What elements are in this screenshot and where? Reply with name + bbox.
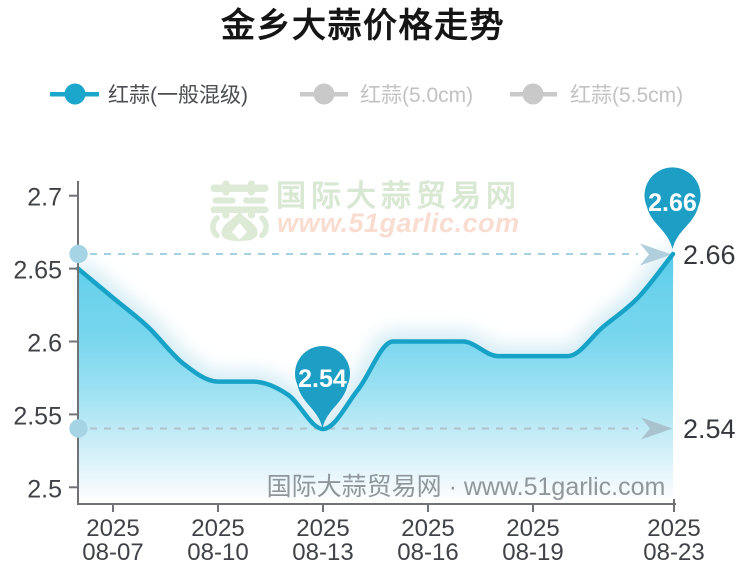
svg-text:国际大蒜贸易网 · www.51garlic.com: 国际大蒜贸易网 · www.51garlic.com xyxy=(267,473,666,501)
svg-text:08-16: 08-16 xyxy=(397,539,458,566)
svg-text:08-07: 08-07 xyxy=(82,539,143,566)
svg-text:08-23: 08-23 xyxy=(643,539,704,566)
svg-text:2.65: 2.65 xyxy=(13,257,62,285)
svg-text:2.54: 2.54 xyxy=(683,414,736,444)
svg-text:08-19: 08-19 xyxy=(502,539,563,566)
svg-text:国际大蒜贸易网: 国际大蒜贸易网 xyxy=(276,180,521,213)
svg-text:2025: 2025 xyxy=(506,515,559,542)
svg-text:2025: 2025 xyxy=(647,515,700,542)
svg-text:2025: 2025 xyxy=(86,515,139,542)
svg-text:2025: 2025 xyxy=(296,515,349,542)
svg-text:2.5: 2.5 xyxy=(27,476,62,504)
svg-text:红蒜(5.0cm): 红蒜(5.0cm) xyxy=(360,84,473,107)
svg-text:金乡大蒜价格走势: 金乡大蒜价格走势 xyxy=(220,6,505,45)
svg-text:2.54: 2.54 xyxy=(298,365,347,393)
svg-text:08-13: 08-13 xyxy=(292,539,353,566)
svg-text:红蒜(5.5cm): 红蒜(5.5cm) xyxy=(570,84,683,107)
svg-text:2.7: 2.7 xyxy=(27,184,62,212)
svg-text:2.55: 2.55 xyxy=(13,403,62,431)
svg-text:2.66: 2.66 xyxy=(648,189,697,217)
svg-text:08-10: 08-10 xyxy=(187,539,248,566)
svg-text:2025: 2025 xyxy=(401,515,454,542)
svg-text:2.6: 2.6 xyxy=(27,330,62,358)
svg-text:红蒜(一般混级): 红蒜(一般混级) xyxy=(108,84,248,107)
svg-text:2025: 2025 xyxy=(191,515,244,542)
svg-text:www.51garlic.com: www.51garlic.com xyxy=(277,208,520,238)
svg-text:2.66: 2.66 xyxy=(683,240,736,270)
